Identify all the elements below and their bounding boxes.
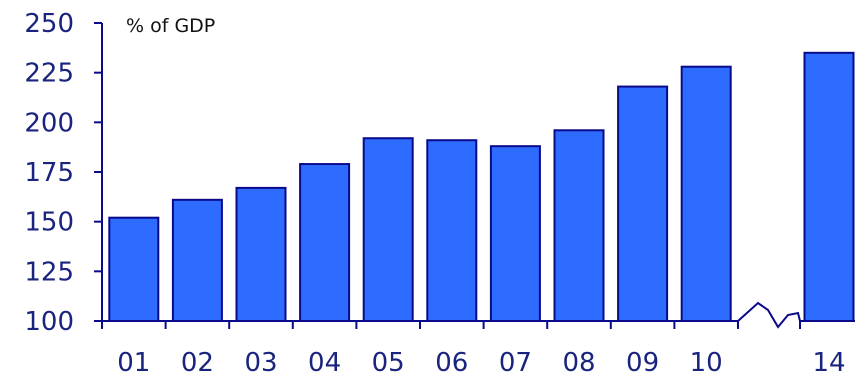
bars	[108, 51, 855, 323]
x-tick-label: 03	[244, 348, 277, 378]
unit-label: % of GDP	[126, 15, 215, 37]
bar-08	[553, 129, 605, 322]
x-tick-label: 09	[626, 348, 659, 378]
y-tick-label: 250	[24, 9, 74, 39]
bar-07	[489, 145, 541, 322]
bar-03	[235, 186, 287, 322]
y-tick-label: 225	[24, 59, 74, 89]
bar-14	[803, 51, 855, 323]
bar-06	[426, 139, 478, 322]
bar-01	[108, 216, 160, 322]
x-tick-label: 01	[117, 348, 150, 378]
bar-09	[617, 85, 669, 322]
x-tick-label: 07	[499, 348, 532, 378]
y-tick-label: 100	[24, 307, 74, 337]
x-tick-label: 08	[562, 348, 595, 378]
x-tick-label: 05	[372, 348, 405, 378]
y-axis: 100 125 150 175 200 225 250	[24, 9, 103, 337]
y-tick-label: 175	[24, 158, 74, 188]
bar-04	[299, 163, 351, 322]
x-tick-label: 02	[181, 348, 214, 378]
bar-10	[680, 65, 732, 322]
x-tick-label: 04	[308, 348, 341, 378]
y-tick-label: 125	[24, 257, 74, 287]
y-tick-label: 150	[24, 208, 74, 238]
bar-02	[171, 198, 223, 323]
x-tick-label: 14	[812, 348, 845, 378]
x-tick-label: 06	[435, 348, 468, 378]
bar-05	[362, 137, 414, 322]
axis-break-zigzag	[737, 301, 801, 329]
x-tick-label: 10	[690, 348, 723, 378]
y-tick-label: 200	[24, 108, 74, 138]
